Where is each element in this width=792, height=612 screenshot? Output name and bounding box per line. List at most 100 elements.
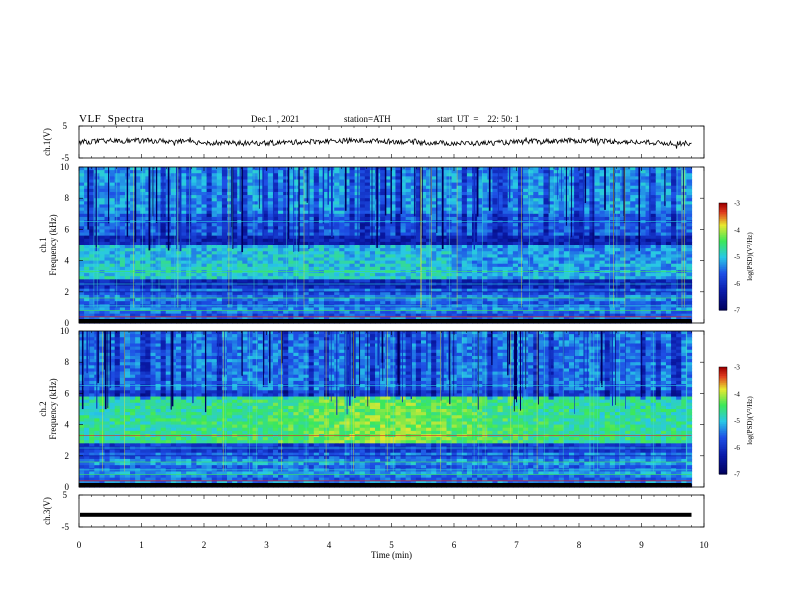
ch2-spectrogram-colorbar-cell xyxy=(719,383,727,386)
ch1-spectrogram-colorbar-cell xyxy=(719,208,727,211)
ch1-waveform-line xyxy=(78,136,692,149)
ch2-spectrogram-colorbar-cell xyxy=(719,445,727,448)
ch2-spectrogram-colorbar-label: log(PSD)(V²/Hz) xyxy=(746,396,754,445)
ch2-spectrogram-colorbar-cell xyxy=(719,450,727,454)
ch1-spectrogram-colorbar-cell xyxy=(719,293,727,297)
ch1-spectrogram-colorbar-cell xyxy=(719,274,727,277)
ch1-spectrogram-colorbar-cell xyxy=(719,261,727,265)
ch1-spectrogram-ytick-4: 4 xyxy=(65,256,70,266)
ch2-spectrogram-colorbar-cell xyxy=(719,372,727,375)
ch2-spectrogram-colorbar-cell xyxy=(719,470,727,473)
ch1-spectrogram-colorbar-cell xyxy=(719,240,727,243)
ch1-spectrogram-colorbar-cell xyxy=(719,276,727,279)
ch2-spectrogram-colorbar-cell xyxy=(719,367,727,370)
ch2-spectrogram-colorbar-cell xyxy=(719,457,727,461)
ch1-spectrogram-colorbar-cell xyxy=(719,297,727,300)
ch2-spectrogram-colorbar-cell xyxy=(719,431,727,434)
ch1-spectrogram-colorbar-cell xyxy=(719,204,727,208)
ch1-spectrogram-colorbar-cell xyxy=(719,226,727,229)
ch2-spectrogram-colorbar-cell xyxy=(719,438,727,441)
ch1-spectrogram-colorbar-cell xyxy=(719,235,727,238)
ch2-spectrogram-colorbar-cell xyxy=(719,420,727,423)
ch3-waveform-ylabel: ch.3(V) xyxy=(42,497,52,525)
ch2-spectrogram-colorbar-cell xyxy=(719,377,727,381)
ch2-spectrogram-colorbar-cell xyxy=(719,449,727,452)
ch1-spectrogram-colorbar-cell xyxy=(719,217,727,220)
ch2-spectrogram-colorbar-cell xyxy=(719,427,727,431)
ch1-spectrogram-colorbar-cell xyxy=(719,283,727,286)
ch2-spectrogram-colorbar-cell xyxy=(719,441,727,445)
date-label: Dec.1 , 2021 xyxy=(251,114,300,124)
ch1-spectrogram-colorbar-cell xyxy=(719,247,727,250)
ch1-spectrogram-colorbar-cell xyxy=(719,251,727,254)
ch2-spectrogram-colorbar-cell xyxy=(719,422,727,425)
x-tick-5: 5 xyxy=(389,540,394,550)
ch1-spectrogram-colorbar-cell xyxy=(719,295,727,299)
ch1-spectrogram-ylabel: Frequency (kHz) xyxy=(48,214,58,275)
ch3-waveform-frame xyxy=(78,494,705,528)
ch1-spectrogram-colorbar-cell xyxy=(719,281,727,284)
ch1-spectrogram-colorbar-cell xyxy=(719,238,727,242)
ch1-spectrogram-colorbar-tick: -6 xyxy=(734,280,740,288)
ch1-spectrogram-colorbar-tick: -7 xyxy=(734,307,740,315)
ch2-spectrogram-image xyxy=(78,331,693,488)
ch1-spectrogram-colorbar-cell xyxy=(719,301,727,304)
ch2-spectrogram-colorbar-cell xyxy=(719,390,727,393)
chart-title: VLF Spectra xyxy=(79,113,145,125)
ch2-spectrogram-colorbar-cell xyxy=(719,395,727,398)
ch1-spectrogram-colorbar-cell xyxy=(719,308,727,311)
ch2-spectrogram-colorbar-cell xyxy=(719,404,727,407)
station-label: station=ATH xyxy=(344,114,391,124)
ch1-spectrogram-ytick-10: 10 xyxy=(60,162,70,172)
ch3-waveform-ytick-top: 5 xyxy=(63,490,68,500)
ch1-waveform-ytick-top: 5 xyxy=(63,121,68,131)
ch1-spectrogram-colorbar-cell xyxy=(719,206,727,209)
ch2-spectrogram-colorbar-cell xyxy=(719,434,727,438)
ch2-spectrogram-colorbar-cell xyxy=(719,402,727,406)
ch2-spectrogram-colorbar-cell xyxy=(719,432,727,436)
ch2-spectrogram-colorbar-cell xyxy=(719,391,727,395)
ch1-spectrogram-colorbar-cell xyxy=(719,210,727,213)
ch3-waveform-ytick-bottom: -5 xyxy=(62,522,70,532)
ch1-spectrogram-colorbar-cell xyxy=(719,292,727,295)
ch2-spectrogram-colorbar-tick: -7 xyxy=(734,471,740,479)
ch2-spectrogram-colorbar-cell xyxy=(719,393,727,397)
ch2-spectrogram-colorbar-cell xyxy=(719,400,727,404)
ch1-spectrogram-colorbar-cell xyxy=(719,244,727,247)
ch2-spectrogram-ytick-4: 4 xyxy=(65,420,70,430)
ch2-spectrogram-colorbar-cell xyxy=(719,399,727,402)
ch1-spectrogram-colorbar-cell xyxy=(719,265,727,268)
ch1-spectrogram-colorbar-cell xyxy=(719,245,727,249)
ch1-spectrogram-colorbar-cell xyxy=(719,220,727,224)
x-tick-10: 10 xyxy=(700,540,710,550)
ch2-spectrogram-ytick-8: 8 xyxy=(65,357,70,367)
ch1-spectrogram-colorbar-cell xyxy=(719,203,727,206)
ch1-spectrogram-ylabel-channel: ch.1 xyxy=(38,237,48,252)
ch2-spectrogram-colorbar-cell xyxy=(719,406,727,409)
ch1-spectrogram-colorbar-cell xyxy=(719,252,727,256)
ch2-spectrogram-colorbar-tick: -3 xyxy=(734,364,740,372)
x-axis-label: Time (min) xyxy=(371,550,412,560)
ch2-spectrogram-ytick-6: 6 xyxy=(65,388,70,398)
ch2-spectrogram-colorbar-cell xyxy=(719,415,727,418)
ch1-spectrogram-colorbar-cell xyxy=(719,285,727,288)
x-tick-4: 4 xyxy=(327,540,332,550)
ch2-spectrogram-colorbar-cell xyxy=(719,468,727,472)
ch1-spectrogram-colorbar-cell xyxy=(719,299,727,302)
ch1-spectrogram-colorbar-cell xyxy=(719,211,727,215)
ch2-spectrogram-colorbar xyxy=(718,366,728,475)
ch2-spectrogram-colorbar-cell xyxy=(719,466,727,470)
ch2-spectrogram-colorbar-cell xyxy=(719,374,727,377)
ch1-spectrogram-colorbar-cell xyxy=(719,279,727,283)
ch1-spectrogram-colorbar-cell xyxy=(719,242,727,245)
ch1-spectrogram-ytick-2: 2 xyxy=(65,287,70,297)
ch2-spectrogram-colorbar-cell xyxy=(719,465,727,468)
ch2-spectrogram-colorbar-cell xyxy=(719,425,727,429)
ch1-waveform-ytick-bottom: -5 xyxy=(62,153,70,163)
ch1-spectrogram-colorbar-cell xyxy=(719,229,727,233)
ch2-spectrogram-colorbar-cell xyxy=(719,381,727,384)
x-tick-2: 2 xyxy=(202,540,207,550)
ch2-spectrogram-colorbar-cell xyxy=(719,456,727,459)
ch1-spectrogram-colorbar-tick: -3 xyxy=(734,200,740,208)
